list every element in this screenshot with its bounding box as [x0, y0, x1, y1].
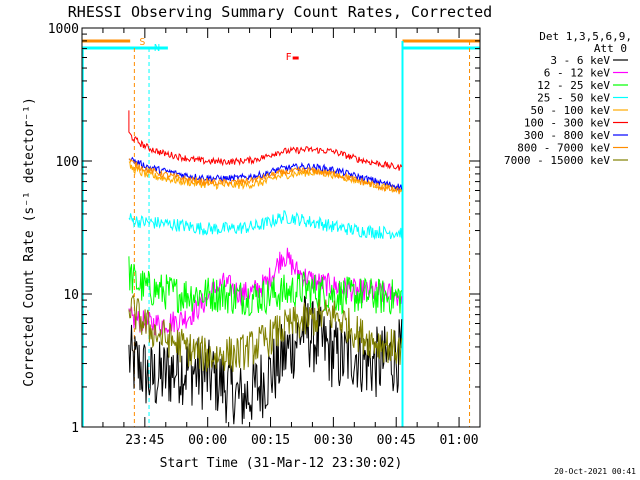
plot-frame — [81, 27, 481, 428]
x-tick-label: 23:45 — [125, 433, 164, 448]
legend-header-line-2: Att 0 — [594, 42, 627, 55]
series-line-2 — [128, 256, 403, 317]
legend-label-7: 800 - 7000 keV — [517, 142, 610, 155]
series-line-1 — [128, 247, 403, 336]
footer-timestamp: 20-Oct-2021 00:41 — [554, 467, 636, 476]
series-line-8 — [128, 293, 403, 372]
x-axis-label: Start Time (31-Mar-12 23:30:02) — [160, 456, 403, 471]
series-line-5 — [128, 110, 403, 171]
y-axis-label: Corrected Count Rate (s⁻¹ detector⁻¹) — [22, 97, 37, 387]
legend-label-5: 100 - 300 keV — [524, 117, 610, 130]
annotation-label-f: F — [286, 52, 292, 63]
series-line-0 — [128, 295, 403, 425]
x-tick-label: 00:30 — [314, 433, 353, 448]
legend-label-1: 6 - 12 keV — [544, 67, 611, 80]
chart-title: RHESSI Observing Summary Count Rates, Co… — [68, 3, 492, 21]
series-line-3 — [128, 210, 403, 240]
y-tick-label: 100 — [56, 155, 79, 170]
legend-label-3: 25 - 50 keV — [537, 92, 610, 105]
series-line-7 — [128, 158, 403, 195]
annotation-label-n: N — [154, 43, 160, 54]
y-tick-label: 10 — [63, 288, 79, 303]
x-tick-label: 00:00 — [188, 433, 227, 448]
legend-header-line-1: Det 1,3,5,6,9, — [539, 30, 632, 43]
y-tick-label: 1000 — [48, 22, 79, 37]
legend-label-2: 12 - 25 keV — [537, 79, 610, 92]
x-tick-label: 01:00 — [439, 433, 478, 448]
legend-label-6: 300 - 800 keV — [524, 129, 610, 142]
y-tick-label: 1 — [71, 421, 79, 436]
annotation-label-s: S — [139, 37, 145, 48]
x-tick-label: 00:15 — [251, 433, 290, 448]
legend-label-8: 7000 - 15000 keV — [504, 154, 610, 167]
legend-label-4: 50 - 100 keV — [531, 104, 611, 117]
legend-label-0: 3 - 6 keV — [550, 54, 610, 67]
x-tick-label: 00:45 — [377, 433, 416, 448]
